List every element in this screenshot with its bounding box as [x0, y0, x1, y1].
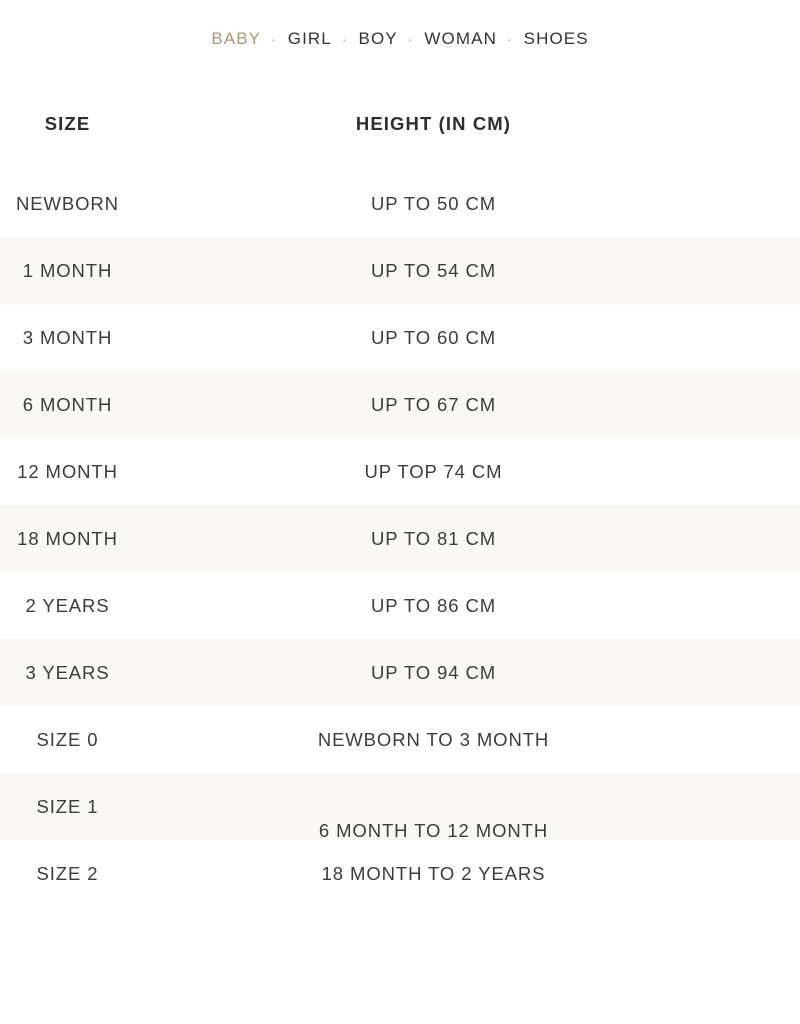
table-row: 18 MONTH UP TO 81 CM — [0, 505, 800, 572]
column-header-height: HEIGHT (IN CM) — [355, 113, 512, 134]
cell-size: SIZE 1 — [36, 795, 99, 817]
nav-separator-dot: · — [341, 31, 347, 47]
cell-height: UP TO 60 CM — [370, 326, 497, 348]
nav-item-girl[interactable]: GIRL — [287, 29, 332, 48]
cell-size: 2 YEARS — [25, 594, 110, 616]
nav-item-woman[interactable]: WOMAN — [424, 29, 497, 48]
cell-height: UP TO 50 CM — [370, 192, 497, 214]
cell-height: UP TO 86 CM — [370, 594, 497, 616]
cell-height: UP TO 94 CM — [370, 661, 497, 683]
cell-height: 18 MONTH TO 2 YEARS — [321, 862, 546, 884]
table-row: 1 MONTH UP TO 54 CM — [0, 237, 800, 304]
nav-separator-dot: · — [407, 31, 413, 47]
nav-item-boy[interactable]: BOY — [358, 29, 398, 48]
cell-height: NEWBORN TO 3 MONTH — [317, 728, 550, 750]
table-row: 6 MONTH UP TO 67 CM — [0, 371, 800, 438]
nav-separator-dot: · — [271, 31, 276, 47]
nav-list: BABY · GIRL · BOY · WOMAN · SHOES — [210, 29, 589, 49]
category-navigation: BABY · GIRL · BOY · WOMAN · SHOES — [0, 0, 800, 78]
cell-size: 3 MONTH — [22, 326, 113, 348]
nav-separator-dot: · — [506, 31, 512, 47]
cell-size: 6 MONTH — [22, 393, 113, 415]
table-row: 2 YEARS UP TO 86 CM — [0, 572, 800, 639]
table-row: NEWBORN UP TO 50 CM — [0, 170, 800, 237]
cell-size: NEWBORN — [16, 192, 119, 214]
cell-size: 3 YEARS — [25, 661, 110, 683]
nav-item-baby[interactable]: BABY — [211, 29, 262, 48]
nav-item-shoes[interactable]: SHOES — [523, 29, 589, 48]
column-header-size: SIZE — [44, 113, 91, 134]
cell-height: UP TO 81 CM — [370, 527, 497, 549]
cell-height: UP TO 67 CM — [370, 393, 497, 415]
cell-height: 6 MONTH TO 12 MONTH — [318, 819, 549, 841]
table-header-row: SIZE HEIGHT (IN CM) — [0, 78, 800, 170]
cell-size: SIZE 2 — [36, 862, 99, 884]
table-row: SIZE 1 6 MONTH TO 12 MONTH — [0, 773, 800, 841]
table-row: 3 MONTH UP TO 60 CM — [0, 304, 800, 371]
table-row: SIZE 2 18 MONTH TO 2 YEARS — [0, 840, 800, 907]
cell-size: 12 MONTH — [17, 460, 118, 482]
cell-size: SIZE 0 — [36, 728, 99, 750]
cell-size: 1 MONTH — [22, 259, 113, 281]
cell-height: UP TO 54 CM — [370, 259, 497, 281]
table-row: 12 MONTH UP TOP 74 CM — [0, 438, 800, 505]
size-chart-table: SIZE HEIGHT (IN CM) NEWBORN UP TO 50 CM … — [0, 78, 800, 907]
cell-height: UP TOP 74 CM — [364, 460, 503, 482]
table-row: SIZE 0 NEWBORN TO 3 MONTH — [0, 706, 800, 773]
table-row: 3 YEARS UP TO 94 CM — [0, 639, 800, 706]
bottom-spacer — [0, 907, 800, 997]
cell-size: 18 MONTH — [17, 527, 118, 549]
